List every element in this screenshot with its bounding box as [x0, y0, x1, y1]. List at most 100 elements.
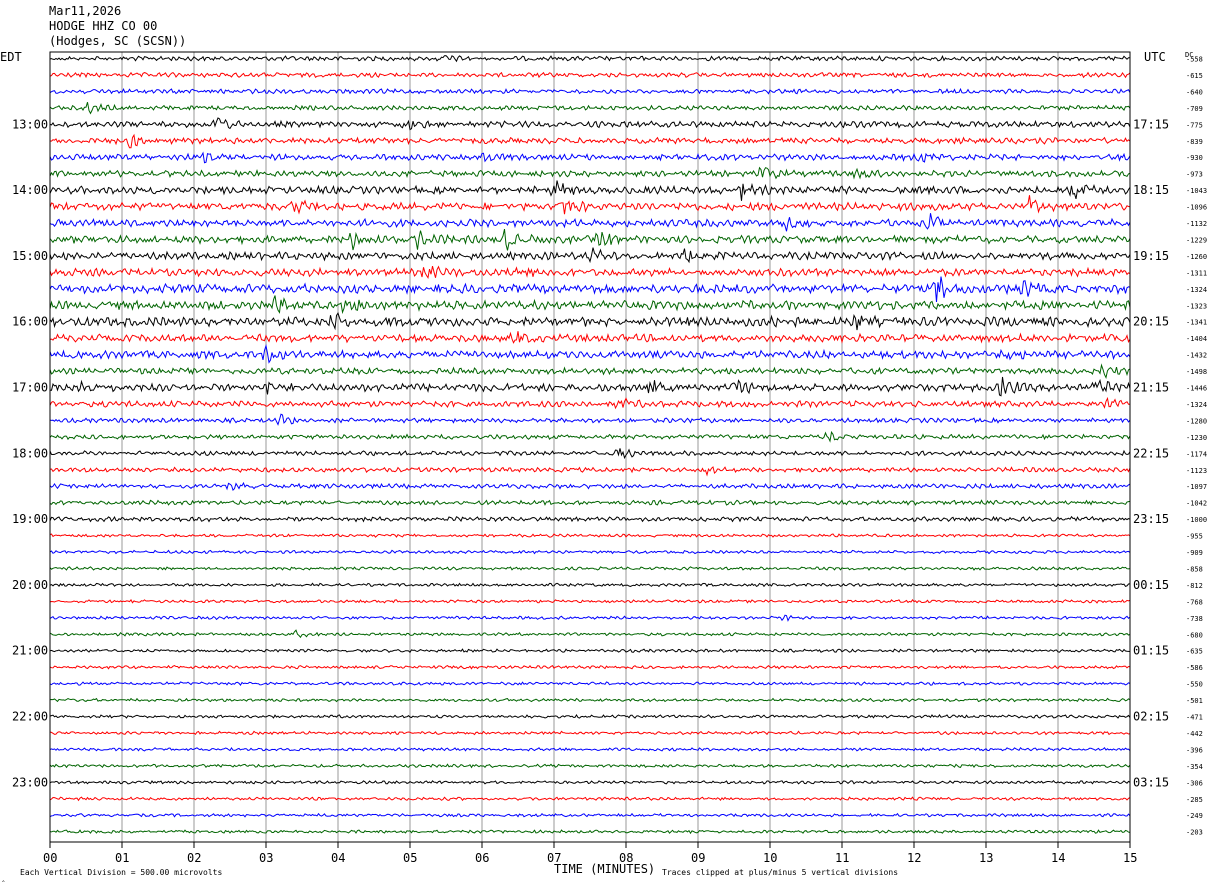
dc-offset-label-7: -973	[1186, 171, 1203, 179]
utc-hour-label-9: 02:15	[1133, 710, 1169, 724]
utc-hour-label-0: 17:15	[1133, 117, 1169, 131]
trace-19	[49, 363, 1131, 379]
dc-offset-label-25: -1123	[1186, 467, 1207, 475]
trace-39	[49, 697, 1131, 703]
dc-offset-label-38: -550	[1186, 681, 1203, 689]
trace-2	[49, 87, 1131, 95]
corner-mark: ‸	[2, 873, 5, 882]
trace-22	[49, 413, 1131, 426]
trace-27	[49, 499, 1131, 506]
scale-note: Each Vertical Division = 500.00 microvol…	[20, 868, 222, 877]
trace-28	[49, 515, 1131, 523]
trace-36	[49, 648, 1131, 654]
minute-gridlines	[49, 52, 1131, 848]
edt-hour-label-2: 15:00	[12, 249, 48, 263]
trace-31	[49, 566, 1131, 571]
trace-34	[49, 614, 1131, 622]
dc-offset-label-27: -1042	[1186, 500, 1207, 508]
edt-hour-label-4: 17:00	[12, 381, 48, 395]
dc-offset-label-42: -396	[1186, 746, 1203, 754]
x-tick-label-11: 11	[835, 851, 849, 865]
dc-offset-label-15: -1323	[1186, 302, 1207, 310]
x-tick-label-10: 10	[763, 851, 777, 865]
x-axis-title: TIME (MINUTES)	[554, 862, 655, 876]
axis-labels: 00 01 02 03 04 05 06 07 08 09 10 11 12 13 14 15 -558 -615…	[12, 56, 1207, 866]
dc-offset-label-0: -558	[1186, 56, 1203, 64]
dc-offset-label-11: -1229	[1186, 236, 1207, 244]
dc-offset-label-37: -586	[1186, 664, 1203, 672]
dc-offset-label-26: -1097	[1186, 483, 1207, 491]
dc-offset-label-30: -909	[1186, 549, 1203, 557]
dc-offset-label-2: -640	[1186, 88, 1203, 96]
edt-hour-label-1: 14:00	[12, 183, 48, 197]
dc-offset-label-9: -1096	[1186, 204, 1207, 212]
x-tick-label-04: 04	[331, 851, 345, 865]
trace-42	[49, 746, 1131, 752]
trace-33	[49, 598, 1131, 604]
dc-offset-label-8: -1043	[1186, 187, 1207, 195]
edt-hour-label-7: 20:00	[12, 578, 48, 592]
utc-hour-label-2: 19:15	[1133, 249, 1169, 263]
seismic-traces	[49, 55, 1131, 835]
trace-46	[49, 812, 1131, 818]
dc-offset-label-47: -203	[1186, 829, 1203, 837]
dc-offset-label-6: -930	[1186, 154, 1203, 162]
edt-hour-label-9: 22:00	[12, 710, 48, 724]
dc-offset-label-13: -1311	[1186, 269, 1207, 277]
trace-16	[49, 311, 1131, 331]
trace-6	[49, 151, 1131, 164]
x-tick-label-14: 14	[1051, 851, 1065, 865]
trace-14	[49, 276, 1131, 303]
dc-offset-label-14: -1324	[1186, 286, 1207, 294]
trace-3	[49, 102, 1131, 115]
utc-hour-label-7: 00:15	[1133, 578, 1169, 592]
dc-offset-label-33: -768	[1186, 598, 1203, 606]
dc-offset-label-43: -354	[1186, 763, 1203, 771]
trace-18	[49, 343, 1131, 364]
x-tick-label-12: 12	[907, 851, 921, 865]
dc-offset-label-40: -471	[1186, 714, 1203, 722]
trace-20	[49, 376, 1131, 397]
trace-4	[49, 117, 1131, 131]
dc-offset-label-34: -738	[1186, 615, 1203, 623]
edt-hour-label-5: 18:00	[12, 446, 48, 460]
edt-hour-label-10: 23:00	[12, 775, 48, 789]
trace-1	[49, 71, 1131, 79]
dc-offset-label-36: -635	[1186, 648, 1203, 656]
dc-offset-label-35: -680	[1186, 631, 1203, 639]
edt-hour-label-8: 21:00	[12, 644, 48, 658]
trace-26	[49, 481, 1131, 492]
dc-offset-label-41: -442	[1186, 730, 1203, 738]
trace-38	[49, 681, 1131, 686]
trace-17	[49, 331, 1131, 344]
x-tick-label-08: 08	[619, 851, 633, 865]
utc-hour-label-8: 01:15	[1133, 644, 1169, 658]
dc-offset-label-32: -812	[1186, 582, 1203, 590]
utc-hour-label-5: 22:15	[1133, 446, 1169, 460]
x-tick-label-15: 15	[1123, 851, 1137, 865]
dc-label: DC	[1185, 51, 1193, 59]
x-tick-label-05: 05	[403, 851, 417, 865]
clip-note: Traces clipped at plus/minus 5 vertical …	[662, 868, 898, 877]
x-tick-label-02: 02	[187, 851, 201, 865]
header-location: (Hodges, SC (SCSN))	[49, 34, 187, 48]
dc-offset-label-45: -285	[1186, 796, 1203, 804]
trace-9	[49, 195, 1131, 215]
x-tick-label-01: 01	[115, 851, 129, 865]
utc-hour-label-6: 23:15	[1133, 512, 1169, 526]
x-tick-label-03: 03	[259, 851, 273, 865]
trace-0	[49, 55, 1130, 63]
edt-hour-label-0: 13:00	[12, 117, 48, 131]
dc-offset-label-31: -858	[1186, 565, 1203, 573]
dc-offset-label-5: -839	[1186, 138, 1203, 146]
x-tick-label-09: 09	[691, 851, 705, 865]
dc-offset-label-29: -955	[1186, 533, 1203, 541]
dc-offset-label-10: -1132	[1186, 220, 1207, 228]
x-tick-label-07: 07	[547, 851, 561, 865]
trace-44	[49, 779, 1131, 785]
plot-frame	[49, 51, 1131, 843]
dc-offset-label-24: -1174	[1186, 450, 1207, 458]
dc-offset-label-3: -709	[1186, 105, 1203, 113]
trace-37	[49, 664, 1131, 670]
